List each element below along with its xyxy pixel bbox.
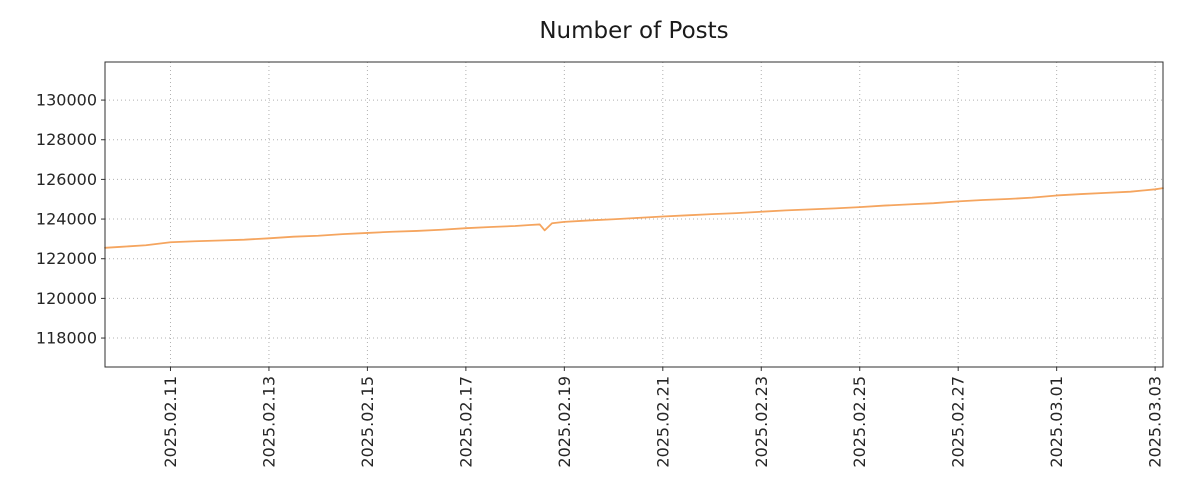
x-tick-label: 2025.02.11: [161, 376, 180, 468]
y-tick-label: 118000: [36, 329, 97, 348]
posts-series-line: [104, 187, 1164, 249]
y-tick-label: 120000: [36, 289, 97, 308]
x-tick-label: 2025.02.15: [358, 376, 377, 468]
y-tick-label: 130000: [36, 91, 97, 110]
gridlines: [105, 62, 1163, 367]
plot-border: [104, 61, 1164, 368]
y-tick-label: 122000: [36, 249, 97, 268]
x-tick-label: 2025.02.23: [752, 376, 771, 468]
series-layer: [104, 187, 1164, 249]
x-tick-label: 2025.02.25: [850, 376, 869, 468]
x-tick-label: 2025.02.27: [949, 376, 968, 468]
chart-title: Number of Posts: [539, 18, 728, 44]
y-tick-label: 124000: [36, 210, 97, 229]
x-tick-label: 2025.02.13: [259, 376, 278, 468]
y-tick-label: 128000: [36, 130, 97, 149]
x-tick-label: 2025.03.03: [1146, 376, 1165, 468]
x-tick-label: 2025.02.19: [555, 376, 574, 468]
y-tick-label: 126000: [36, 170, 97, 189]
axes: 2025.02.11 2025.02.13 2025.02.15 2025.02.17…: [36, 61, 1165, 468]
x-tick-label: 2025.02.21: [653, 376, 672, 468]
x-tick-label: 2025.02.17: [456, 376, 475, 468]
x-tick-label: 2025.03.01: [1047, 376, 1066, 468]
